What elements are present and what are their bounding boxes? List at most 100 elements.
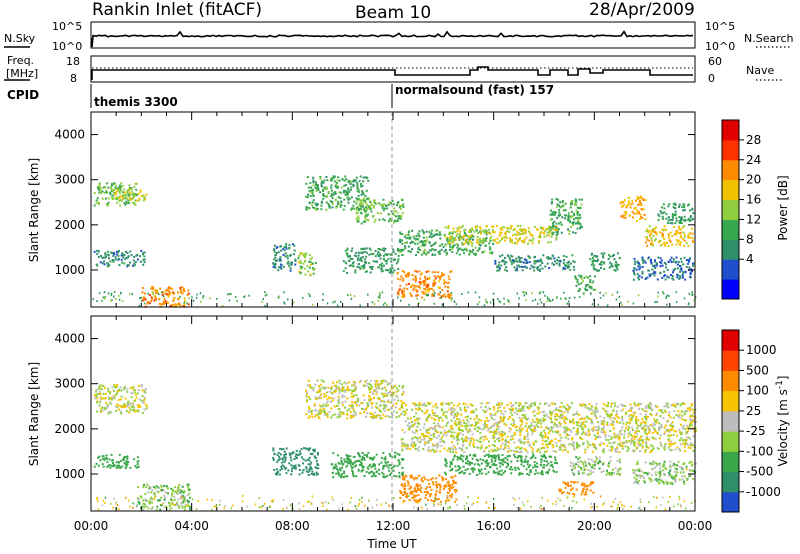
scatter-pixel [100,388,103,391]
scatter-pixel [351,462,354,465]
scatter-pixel [145,505,148,508]
scatter-pixel [166,301,169,304]
scatter-pixel [533,265,536,268]
scatter-pixel [386,207,389,210]
scatter-pixel [112,389,115,392]
scatter-pixel [472,235,475,238]
scatter-pixel [133,264,136,267]
scatter-pixel [667,236,670,239]
scatter-pixel [486,231,489,234]
scatter-pixel [516,413,519,416]
scatter-pixel [430,438,433,441]
scatter-pixel [140,300,143,303]
scatter-pixel [546,231,549,234]
scatter-pixel [341,178,344,180]
scatter-pixel [416,242,419,245]
scatter-pixel [367,213,369,216]
scatter-pixel [301,266,304,269]
scatter-pixel [382,379,385,382]
scatter-pixel [360,185,362,188]
scatter-pixel [424,248,426,251]
scatter-pixel [515,242,518,245]
scatter-pixel [637,424,640,427]
scatter-pixel [633,402,636,405]
scatter-pixel [221,304,224,307]
scatter-pixel [115,184,118,187]
scatter-pixel [95,393,98,396]
scatter-pixel [474,246,477,249]
scatter-pixel [119,184,121,187]
scatter-pixel [424,276,427,279]
scatter-pixel [557,198,559,201]
scatter-pixel [341,383,344,386]
scatter-pixel [299,265,302,268]
scatter-pixel [358,207,361,210]
scatter-pixel [353,461,356,464]
scatter-pixel [456,230,459,233]
scatter-pixel [605,413,608,416]
scatter-pixel [317,453,319,456]
scatter-pixel [611,293,614,296]
scatter-pixel [421,410,424,413]
scatter-pixel [628,418,631,421]
scatter-pixel [132,264,134,267]
scatter-pixel [603,417,606,420]
scatter-pixel [132,194,135,197]
scatter-pixel [655,226,658,229]
scatter-pixel [683,445,686,448]
scatter-pixel [340,457,343,460]
scatter-pixel [674,214,677,217]
scatter-pixel [370,470,373,473]
scatter-pixel [399,284,402,287]
scatter-pixel [288,462,291,465]
scatter-pixel [397,289,400,292]
scatter-pixel [308,410,311,413]
scatter-pixel [605,410,607,413]
scatter-pixel [102,296,105,299]
scatter-pixel [576,429,579,432]
scatter-pixel [327,404,329,407]
scatter-pixel [262,298,264,301]
scatter-pixel [451,407,453,410]
scatter-pixel [99,409,102,412]
scatter-pixel [430,287,433,290]
scatter-pixel [127,264,130,267]
scatter-pixel [551,222,554,225]
scatter-pixel [141,399,144,402]
scatter-pixel [112,194,115,197]
scatter-pixel [532,442,535,445]
scatter-pixel [587,276,590,279]
scatter-pixel [401,277,404,280]
scatter-pixel [506,435,509,438]
scatter-pixel [405,475,408,478]
scatter-pixel [493,408,496,411]
scatter-pixel [442,279,445,282]
scatter-pixel [577,431,579,433]
scatter-pixel [603,425,605,428]
scatter-pixel [124,386,126,389]
scatter-pixel [350,464,353,467]
scatter-pixel [116,403,119,406]
scatter-pixel [676,273,679,276]
scatter-pixel [395,215,397,218]
scatter-pixel [319,412,322,415]
scatter-pixel [568,265,571,268]
scatter-pixel [445,434,448,437]
scatter-pixel [591,262,594,265]
scatter-pixel [630,417,633,420]
scatter-pixel [555,442,558,444]
scatter-pixel [363,264,366,266]
scatter-pixel [343,190,346,193]
scatter-pixel [355,207,358,209]
scatter-pixel [522,416,525,419]
scatter-pixel [394,252,397,255]
scatter-pixel [532,402,535,405]
scatter-pixel [313,268,316,270]
scatter-pixel [378,248,381,250]
scatter-pixel [360,199,363,202]
scatter-pixel [307,449,310,452]
scatter-pixel [266,293,268,296]
scatter-pixel [548,298,550,301]
scatter-pixel [379,383,382,386]
scatter-pixel [627,197,630,199]
